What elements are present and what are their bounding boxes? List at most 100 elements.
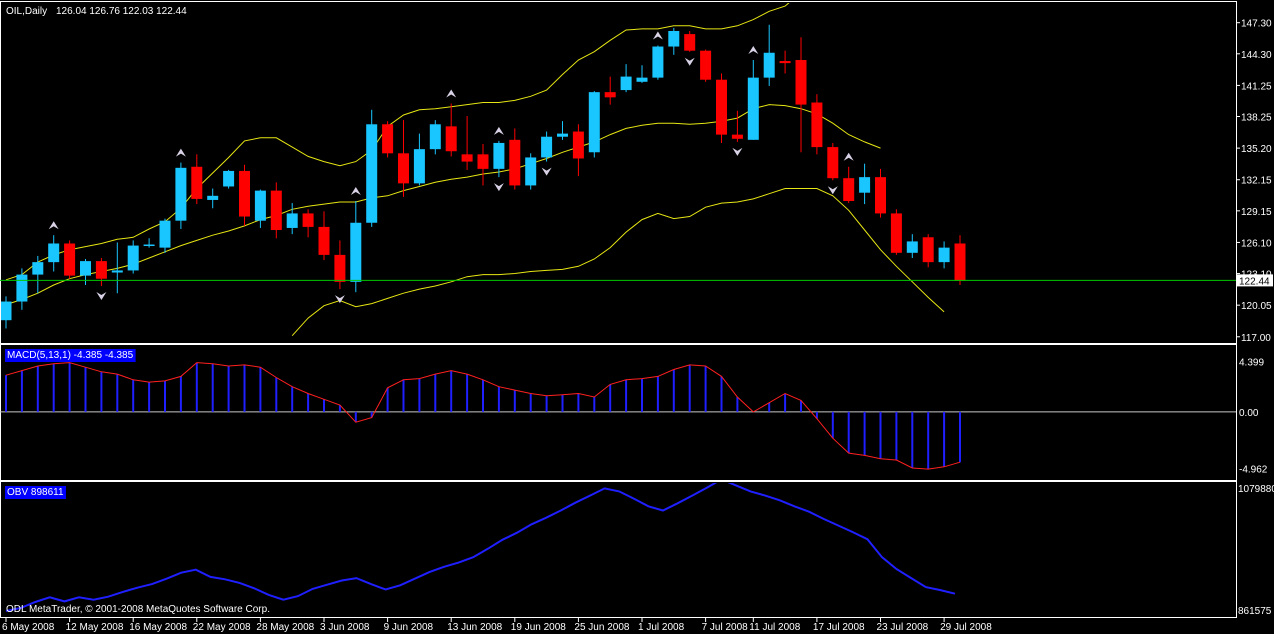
obv-label: OBV 898611: [7, 487, 64, 498]
candle: [716, 73, 727, 143]
time-tick-label: 25 Jun 2008: [574, 622, 629, 633]
candle-body: [398, 153, 409, 184]
candle-body: [795, 60, 807, 105]
candle-body: [731, 134, 743, 139]
candle-body: [875, 177, 886, 214]
fractal-up-arrow: [350, 186, 361, 195]
price-tick-label: 138.25: [1241, 113, 1272, 124]
candle-body: [175, 167, 187, 221]
time-tick-label: 1 Jul 2008: [638, 622, 685, 633]
candle-body: [159, 220, 171, 248]
macd-indicator: MACD(5,13,1) -4.385 -4.385: [0, 349, 1236, 470]
candle: [572, 124, 584, 177]
candle: [127, 240, 139, 274]
candle-body: [477, 154, 489, 169]
candle: [350, 200, 362, 293]
candle-body: [668, 30, 680, 47]
candle-body: [445, 126, 457, 152]
candle-body: [32, 262, 44, 275]
obv-tick-label: 861575: [1238, 606, 1272, 617]
candle: [588, 91, 600, 158]
candle-body: [684, 34, 696, 51]
candle-body: [318, 226, 330, 255]
candle: [111, 242, 123, 294]
candle: [954, 235, 966, 285]
candle: [318, 211, 330, 261]
candle-body: [541, 136, 553, 158]
candle-body: [922, 237, 934, 263]
time-tick-label: 19 Jun 2008: [511, 622, 566, 633]
candle: [684, 30, 696, 52]
obv-label-bg: [5, 486, 66, 499]
panel-frames: [0, 1, 1237, 618]
fractal-up-arrow: [843, 152, 854, 161]
candle-body: [716, 79, 727, 135]
candle: [398, 120, 409, 197]
candle-body: [16, 274, 28, 302]
fractal-up-arrow: [175, 148, 186, 157]
candle-body: [700, 50, 712, 80]
bollinger-lower-line: [291, 188, 945, 337]
price-tick-label: 141.25: [1241, 81, 1272, 92]
macd-signal-line: [5, 362, 961, 470]
time-axis: 6 May 2008 12 May 2008 16 May 2008 22 May 2…: [2, 618, 992, 633]
candle: [159, 218, 171, 253]
candle-body: [604, 92, 616, 98]
candle-body: [572, 131, 584, 159]
price-tick-label: 144.30: [1241, 50, 1272, 61]
candle: [811, 94, 823, 155]
candle: [80, 259, 91, 285]
macd-label-bg: [5, 349, 136, 362]
candle: [445, 103, 457, 157]
candle-body: [413, 149, 425, 184]
candle: [207, 188, 219, 209]
candle: [223, 169, 235, 189]
candle: [859, 163, 871, 205]
candle: [763, 24, 775, 86]
bollinger-bands: [5, 3, 945, 337]
candle: [413, 133, 425, 186]
candle-body: [938, 247, 950, 263]
obv-tick-label: 1079880: [1238, 484, 1274, 495]
symbol-label: OIL,Daily: [6, 6, 47, 17]
fractal-up-arrow: [493, 126, 504, 135]
time-tick-label: 3 Jun 2008: [320, 622, 370, 633]
fractal-down-arrow: [541, 167, 552, 176]
fractal-up-arrow: [652, 31, 663, 40]
fractal-down-arrow: [334, 295, 345, 304]
candle-body: [620, 76, 632, 91]
candle-body: [334, 254, 346, 282]
current-price-label: 122.44: [1239, 276, 1270, 287]
bollinger-middle-line: [5, 104, 881, 306]
candle: [477, 143, 489, 186]
candle-body: [302, 213, 314, 227]
time-tick-label: 11 Jul 2008: [749, 622, 800, 633]
candle: [191, 154, 203, 205]
candle-body: [286, 213, 298, 228]
macd-tick-label: 0.00: [1239, 408, 1259, 419]
candle-body: [827, 147, 839, 179]
candle: [827, 142, 839, 181]
candle-body: [1, 301, 12, 321]
candle: [382, 121, 394, 158]
candle-body: [525, 157, 537, 186]
fractal-up-arrow: [446, 89, 457, 98]
candle-body: [239, 170, 250, 217]
candle: [286, 203, 298, 235]
candle-body: [493, 142, 505, 169]
candle-body: [80, 261, 91, 276]
time-tick-label: 16 May 2008: [129, 622, 187, 633]
candle-body: [859, 177, 871, 193]
price-tick-label: 129.15: [1241, 207, 1272, 218]
candle: [843, 166, 855, 204]
current-price-tag: [1237, 274, 1273, 287]
ohlc-values: 126.04 126.76 122.03 122.44: [56, 6, 187, 17]
price-axis: 147.30 144.30 141.25 138.25 135.20 132.15 129.…: [1236, 19, 1274, 617]
candle-body: [127, 245, 139, 271]
candle-body: [191, 166, 203, 199]
time-tick-label: 7 Jul 2008: [702, 622, 749, 633]
candle-body: [223, 170, 235, 187]
price-tick-label: 117.00: [1241, 333, 1271, 344]
macd-tick-label: 4.399: [1239, 357, 1264, 368]
